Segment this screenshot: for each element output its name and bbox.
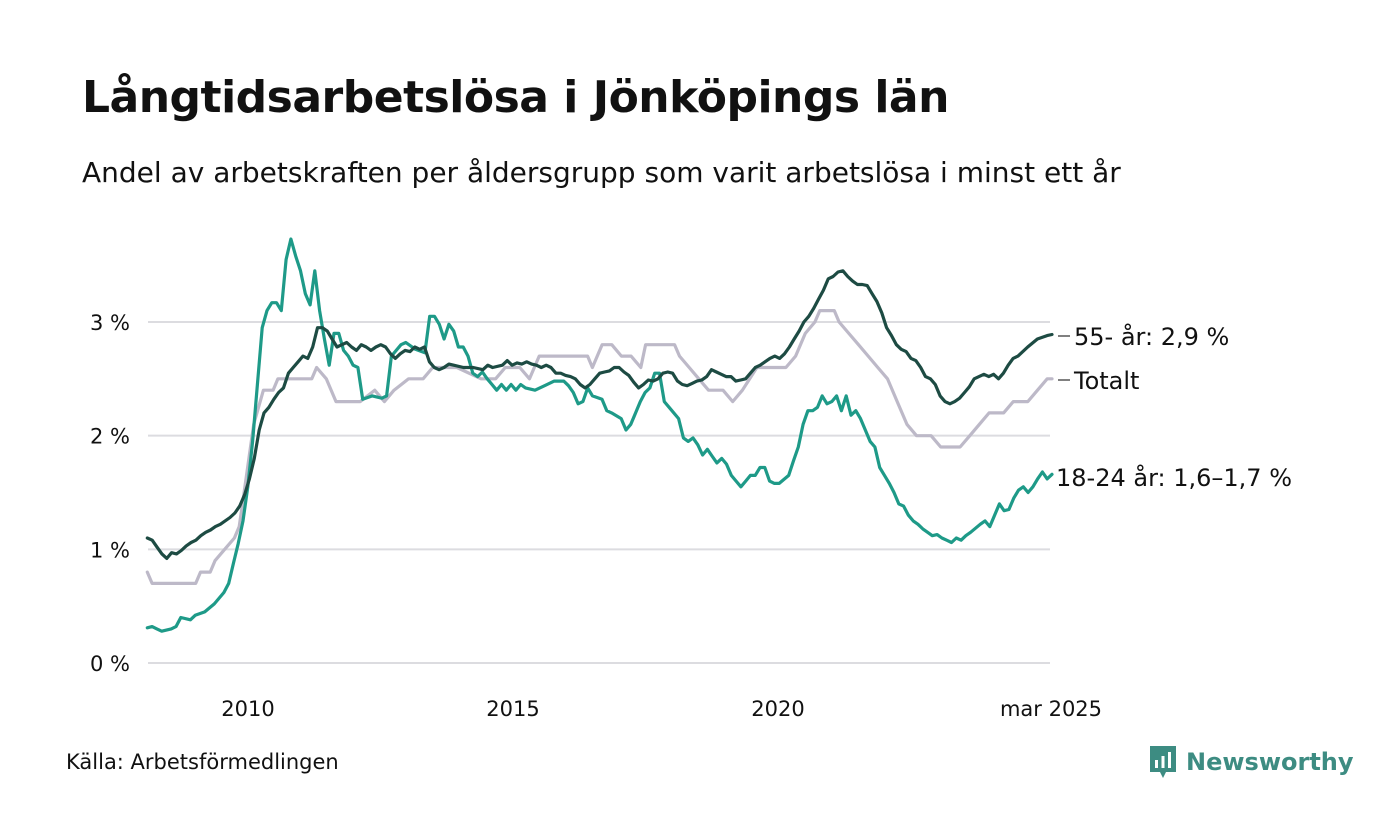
series-lines	[145, 237, 1054, 633]
x-tick-label: 2010	[221, 697, 274, 721]
y-tick-label: 3 %	[90, 311, 130, 335]
end-labels: Totalt 18-24 år: 1,6–1,7 % 55- år: 2,9 %	[1056, 322, 1292, 492]
y-axis-ticks: 0 % 1 % 2 % 3 %	[90, 311, 130, 676]
brand-name: Newsworthy	[1186, 748, 1354, 776]
y-tick-label: 2 %	[90, 425, 130, 449]
newsworthy-logo-icon	[1150, 746, 1176, 778]
end-label-age_18_24: 18-24 år: 1,6–1,7 %	[1056, 463, 1292, 492]
brand-logo: Newsworthy	[1148, 744, 1354, 780]
x-tick-label: mar 2025	[1000, 697, 1102, 721]
gridlines	[148, 321, 1050, 664]
series-line-age_18_24	[145, 237, 1054, 633]
chart-subtitle: Andel av arbetskraften per åldersgrupp s…	[82, 156, 1121, 189]
end-label-age_55: 55- år: 2,9 %	[1074, 322, 1229, 351]
y-tick-label: 0 %	[90, 652, 130, 676]
x-tick-label: 2015	[486, 697, 539, 721]
x-axis-ticks: 2010 2015 2020 mar 2025	[221, 697, 1102, 721]
series-line-total	[145, 309, 1054, 585]
source-note: Källa: Arbetsförmedlingen	[66, 750, 339, 774]
x-tick-label: 2020	[751, 697, 804, 721]
series-line-age_55	[145, 269, 1054, 560]
chart-title: Långtidsarbetslösa i Jönköpings län	[82, 72, 949, 123]
y-tick-label: 1 %	[90, 538, 130, 562]
end-label-total: Totalt	[1073, 367, 1139, 395]
